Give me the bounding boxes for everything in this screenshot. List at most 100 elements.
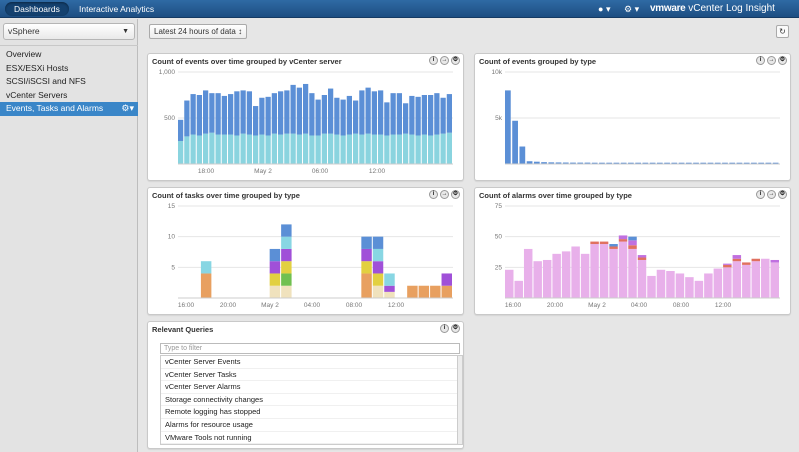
bar <box>265 96 271 136</box>
sidebar-item-events-tasks-alarms[interactable]: Events, Tasks and Alarms ⚙▾ <box>0 102 138 116</box>
bar <box>361 261 372 274</box>
bar <box>281 285 292 298</box>
tab-interactive-analytics[interactable]: Interactive Analytics <box>79 4 155 14</box>
scrollbar[interactable] <box>457 356 462 444</box>
panel-tasks-by-type: Count of tasks over time grouped by type… <box>147 187 464 315</box>
bar <box>761 258 770 298</box>
gear-icon[interactable]: ⚙▾ <box>121 103 134 113</box>
y-tick-label: 5k <box>495 115 503 122</box>
bar <box>269 248 281 262</box>
bar <box>693 162 699 164</box>
bar <box>200 261 212 274</box>
bar <box>265 135 271 164</box>
list-item[interactable]: VMware Tools not running <box>161 432 462 444</box>
bar <box>190 134 196 164</box>
bar <box>269 273 281 286</box>
chevron-down-icon: ▼ <box>122 28 129 35</box>
x-tick-label: 04:00 <box>631 302 648 309</box>
chart-alarms-by-type: 25 50 75 16:00 20:00 May 2 04:00 08:00 12:00 <box>495 203 780 309</box>
arrow-right-icon[interactable]: → <box>767 56 776 65</box>
sidebar-item-overview[interactable]: Overview <box>6 49 42 59</box>
bar <box>221 134 227 164</box>
y-tick-label: 75 <box>495 203 503 210</box>
info-icon[interactable]: i <box>756 56 765 65</box>
arrow-right-icon[interactable]: → <box>440 56 449 65</box>
refresh-button[interactable]: ↻ <box>776 25 789 38</box>
bar <box>269 261 281 274</box>
bar <box>281 224 292 237</box>
panel-title: Count of events grouped by type <box>479 57 597 66</box>
info-icon[interactable]: i <box>429 190 438 199</box>
bar <box>609 246 618 249</box>
bar <box>441 273 452 286</box>
bar <box>372 273 384 286</box>
user-icon: ● <box>598 4 604 14</box>
y-tick-label: 10k <box>492 69 503 76</box>
arrow-right-icon[interactable]: → <box>440 190 449 199</box>
gear-icon[interactable]: ⚙ <box>451 190 460 199</box>
sidebar-item-esx-hosts[interactable]: ESX/ESXi Hosts <box>6 62 69 73</box>
y-tick-label: 15 <box>168 203 176 210</box>
arrow-right-icon[interactable]: → <box>767 190 776 199</box>
bar <box>722 162 728 164</box>
x-tick-label: 04:00 <box>304 302 321 309</box>
gear-icon[interactable]: ⚙ <box>451 324 460 333</box>
sidebar-item-storage[interactable]: SCSI/iSCSI and NFS <box>6 76 86 86</box>
bar <box>637 255 647 258</box>
bar <box>221 95 227 135</box>
sidebar-item-vcenter-servers[interactable]: vCenter Servers <box>6 89 68 100</box>
panel-actions: i → ⚙ <box>429 56 460 65</box>
bar <box>512 120 518 164</box>
brand: vmware vCenter Log Insight <box>650 2 775 16</box>
time-range-select[interactable]: Latest 24 hours of data ↕ <box>149 24 248 39</box>
bar <box>584 162 591 164</box>
bar <box>246 134 252 164</box>
bar <box>552 253 561 298</box>
bar <box>570 162 576 164</box>
info-icon[interactable]: i <box>440 324 449 333</box>
gear-icon[interactable]: ⚙ <box>778 190 787 199</box>
bar <box>637 257 647 260</box>
bar <box>446 94 452 133</box>
gear-icon[interactable]: ⚙ <box>451 56 460 65</box>
bar <box>758 162 765 164</box>
filter-input[interactable]: Type to filter <box>160 343 460 354</box>
list-item[interactable]: Remote logging has stopped <box>161 406 462 419</box>
settings-menu-button[interactable]: ⚙ ▾ <box>624 4 640 14</box>
info-icon[interactable]: i <box>756 190 765 199</box>
list-item[interactable]: vCenter Server Tasks <box>161 369 462 382</box>
bar <box>723 264 732 268</box>
bar <box>542 259 552 298</box>
gear-icon: ⚙ <box>624 4 633 14</box>
bar <box>371 91 377 135</box>
bar <box>361 273 372 298</box>
bar <box>609 244 618 247</box>
list-item[interactable]: vCenter Server Events <box>161 356 462 369</box>
bar <box>765 162 772 164</box>
bar <box>334 97 340 135</box>
bar <box>378 90 384 135</box>
bar <box>203 90 209 134</box>
tab-dashboards[interactable]: Dashboards <box>5 2 69 16</box>
bar <box>415 96 421 136</box>
bar <box>290 133 296 164</box>
bar <box>707 162 714 164</box>
panel-events-by-type: Count of events grouped by type i → ⚙ 5k… <box>474 53 791 181</box>
panel-actions: i → ⚙ <box>756 190 787 199</box>
bar <box>533 161 540 164</box>
panel-relevant-queries: Relevant Queries i ⚙ Type to filter vCen… <box>147 321 464 449</box>
list-item[interactable]: Alarms for resource usage <box>161 419 462 432</box>
bar <box>434 134 440 164</box>
info-icon[interactable]: i <box>429 56 438 65</box>
list-item[interactable]: Storage connectivity changes <box>161 394 462 407</box>
gear-icon[interactable]: ⚙ <box>778 56 787 65</box>
sidebar: vSphere ▼ Overview ESX/ESXi Hosts SCSI/iS… <box>0 19 138 452</box>
user-menu-button[interactable]: ● ▾ <box>598 4 611 14</box>
bar <box>315 99 321 136</box>
panel-title: Relevant Queries <box>152 325 214 334</box>
bar <box>346 95 352 135</box>
dashboard-select[interactable]: vSphere ▼ <box>3 23 135 40</box>
bar <box>196 95 202 136</box>
list-item[interactable]: vCenter Server Alarms <box>161 381 462 394</box>
dashboard-select-value: vSphere <box>8 26 40 36</box>
